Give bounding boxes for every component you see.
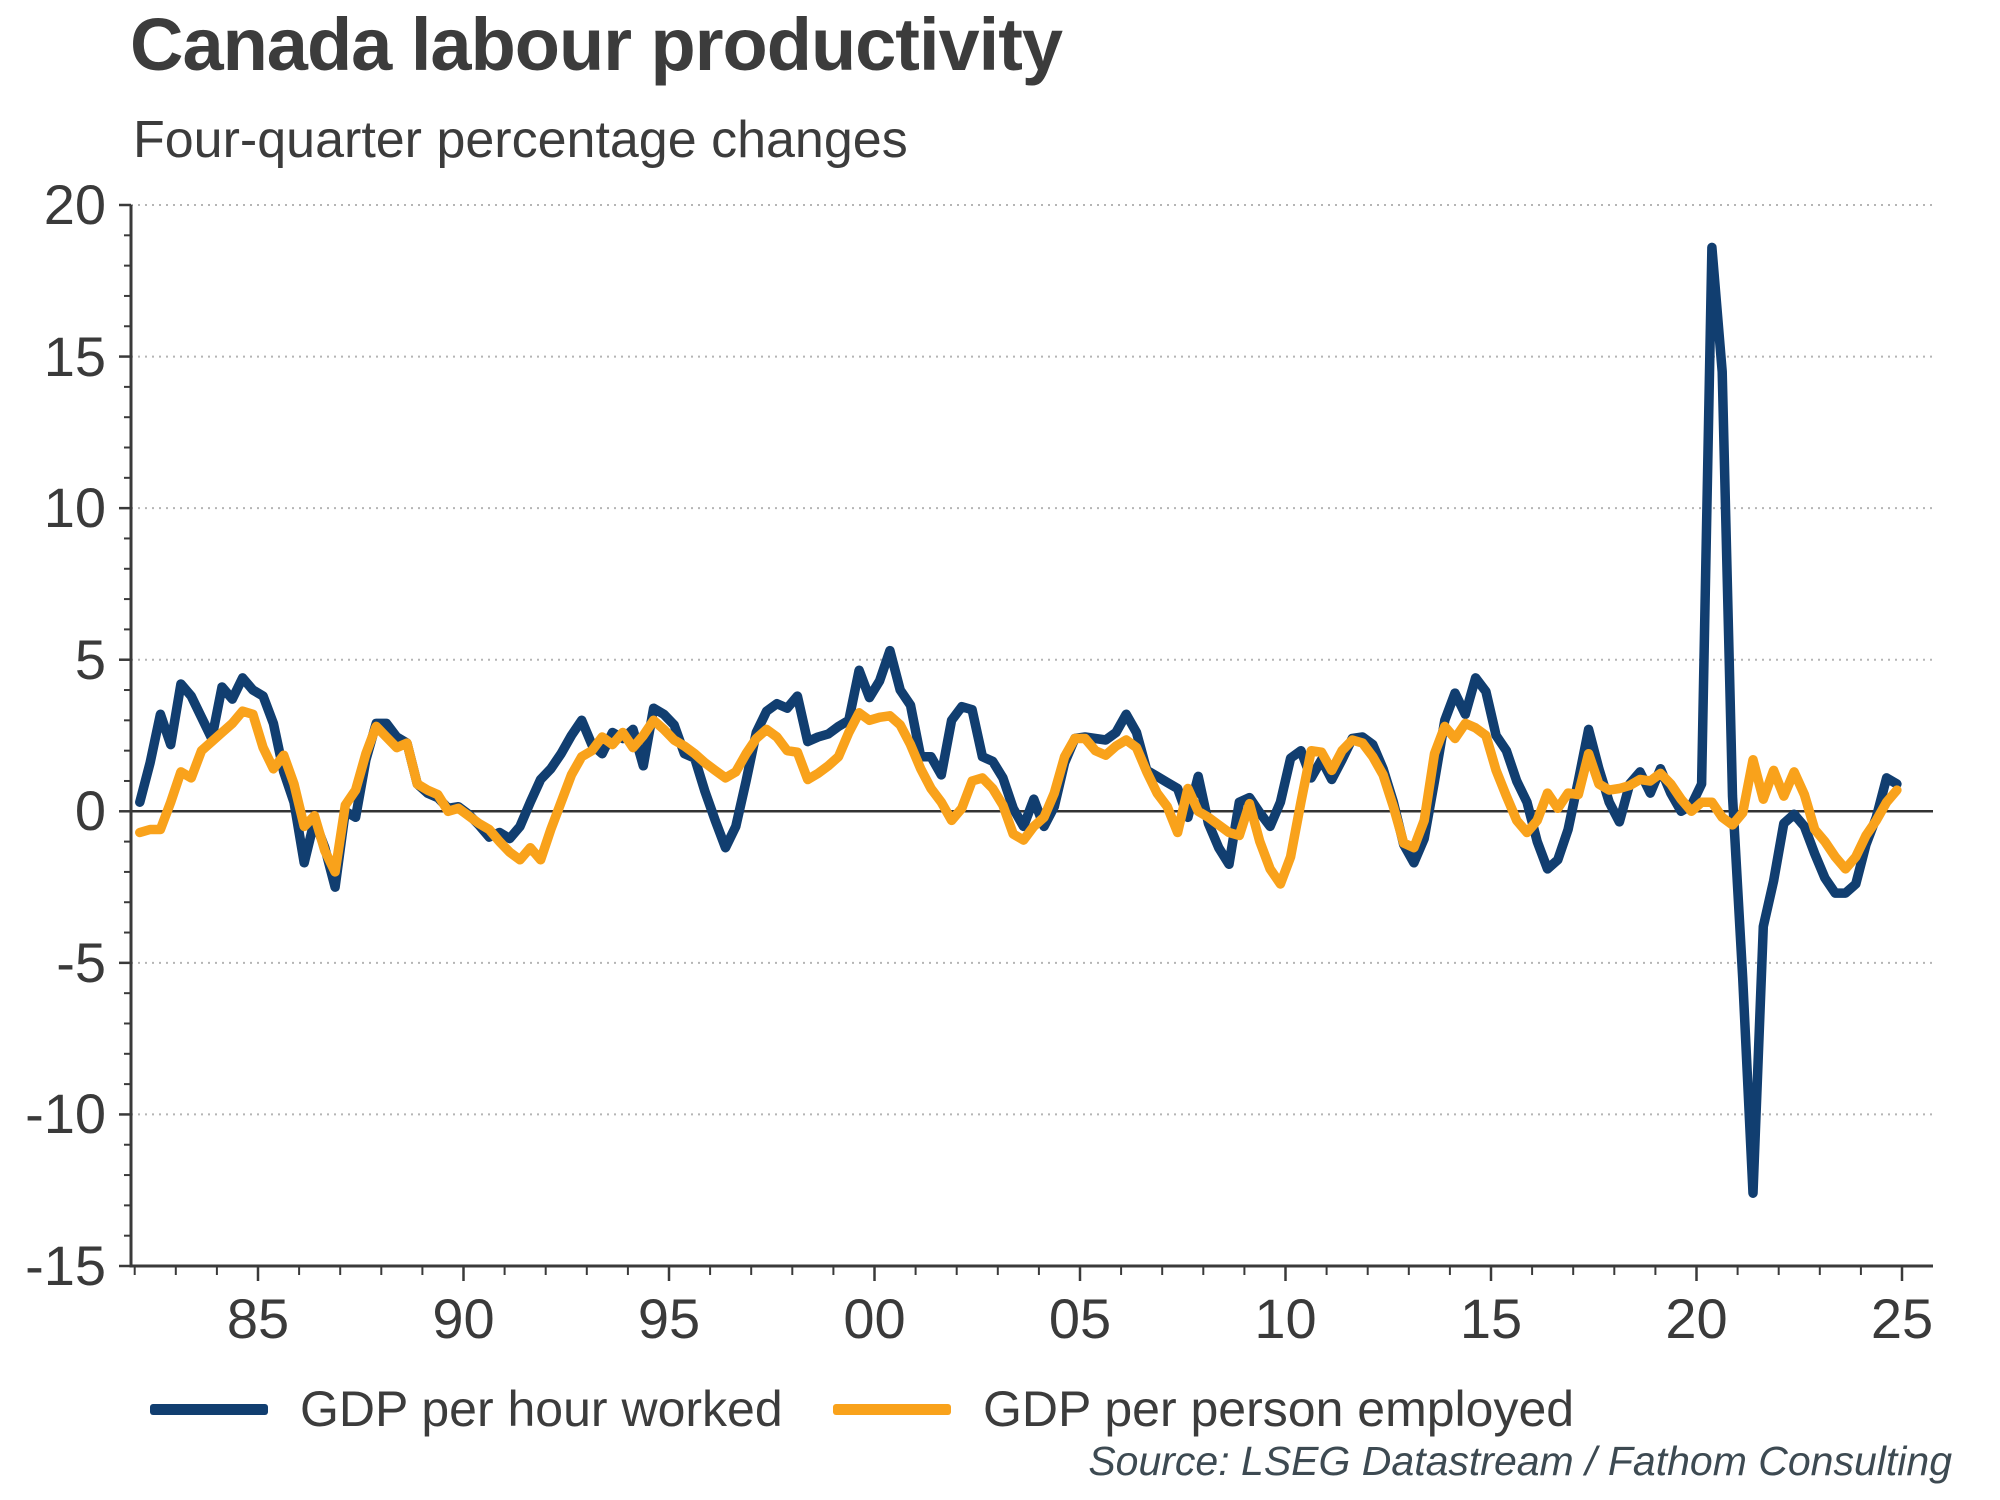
y-tick-label: 20 [43,173,106,236]
series-line-gdp-per-hour [135,242,1902,1198]
legend-label-gdp-per-person: GDP per person employed [983,1381,1575,1437]
y-tick-label: -10 [25,1082,106,1146]
x-tick-label: 15 [1459,1287,1523,1350]
x-tick-label: 25 [1870,1287,1934,1350]
legend: GDP per hour worked GDP per person emplo… [0,1381,2000,1437]
y-tick-label: 5 [74,627,106,691]
axes [119,203,1933,1281]
y-tick-label: -5 [56,930,106,994]
y-tick-label: 15 [43,324,106,388]
x-tick-label: 95 [637,1287,701,1350]
x-tick-label: 05 [1048,1287,1112,1350]
x-tick-label: 85 [226,1287,290,1350]
x-tick-label: 20 [1665,1287,1728,1350]
gridlines [131,204,1933,1116]
source-attribution: Source: LSEG Datastream / Fathom Consult… [1088,1438,1952,1484]
orange-line-swatch-icon [833,1403,951,1415]
x-tick-label: 90 [432,1287,495,1350]
y-tick-label: 0 [74,779,106,843]
page-title: Canada labour productivity [130,3,1063,86]
series-line-gdp-per-person [135,706,1902,889]
chart-series [135,242,1902,1198]
navy-line-swatch-icon [150,1403,268,1415]
legend-label-gdp-per-hour: GDP per hour worked [300,1381,783,1437]
y-tick-label: 10 [43,476,106,540]
legend-item-gdp-per-hour: GDP per hour worked [150,1381,783,1437]
y-tick-label: -15 [25,1234,106,1297]
legend-item-gdp-per-person: GDP per person employed [833,1381,1575,1437]
x-tick-label: 10 [1254,1287,1317,1350]
x-tick-label: 00 [843,1287,906,1350]
page-subtitle: Four-quarter percentage changes [133,111,908,169]
